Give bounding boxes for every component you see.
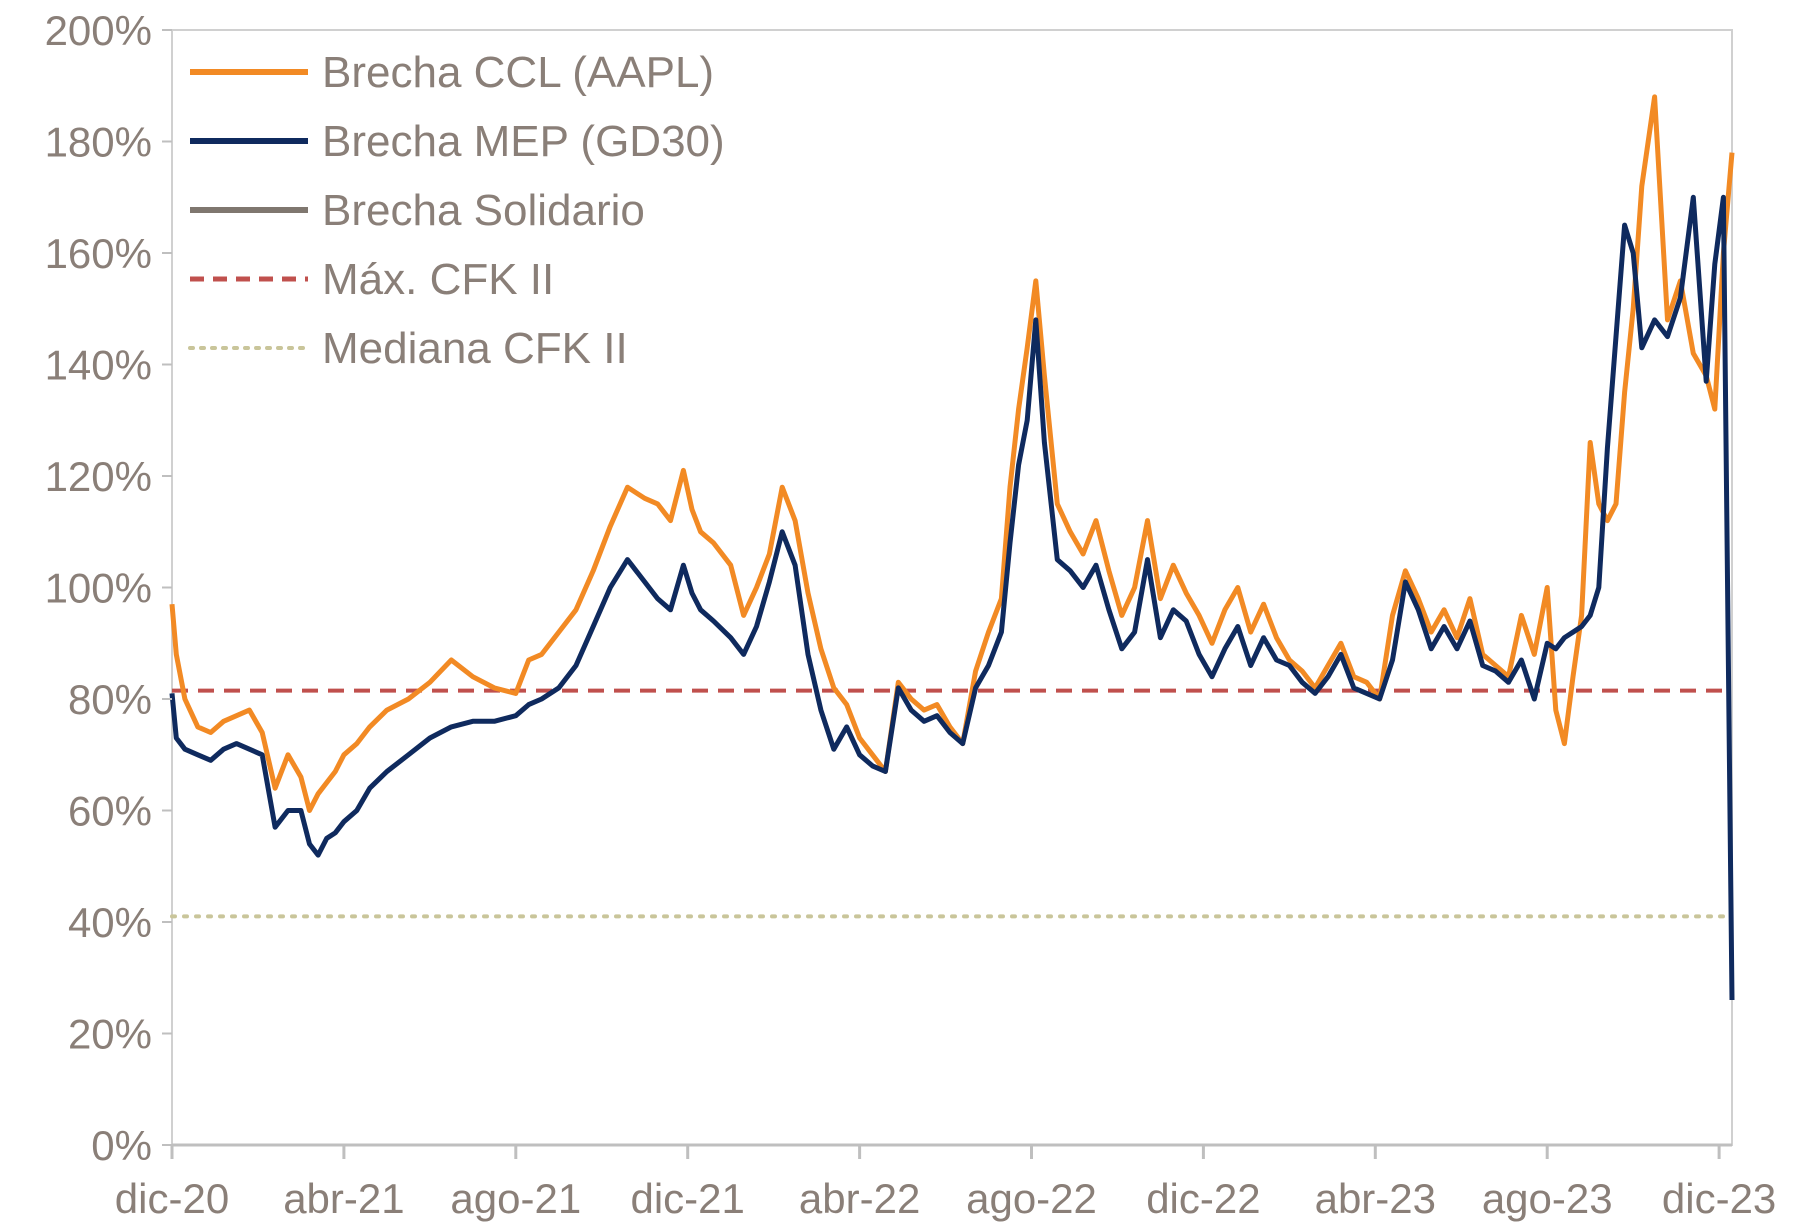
y-tick-label: 160%: [45, 230, 152, 277]
x-tick-label: abr-21: [283, 1175, 404, 1222]
x-tick-label: ago-22: [966, 1175, 1097, 1222]
y-tick-label: 120%: [45, 453, 152, 500]
x-tick-label: abr-23: [1315, 1175, 1436, 1222]
y-tick-label: 140%: [45, 342, 152, 389]
x-axis-ticks: dic-20 abr-21 ago-21 dic-21 abr-22 ago-22 dic-…: [115, 1145, 1776, 1222]
x-tick-label: ago-23: [1482, 1175, 1613, 1222]
y-tick-label: 0%: [91, 1122, 152, 1169]
series-line-1: [169, 194, 1735, 1001]
y-tick-label: 60%: [68, 788, 152, 835]
y-tick-label: 40%: [68, 899, 152, 946]
x-tick-label: dic-23: [1662, 1175, 1776, 1222]
y-tick-label: 20%: [68, 1011, 152, 1058]
x-tick-label: dic-21: [630, 1175, 744, 1222]
legend-label: Mediana CFK II: [322, 324, 628, 373]
series-layer: [169, 94, 1735, 1001]
legend: Brecha CCL (AAPL) Brecha MEP (GD30) Brecha…: [188, 48, 725, 373]
legend-label: Máx. CFK II: [322, 255, 554, 304]
legend-label: Brecha MEP (GD30): [322, 117, 725, 166]
legend-label: Brecha CCL (AAPL): [322, 48, 714, 97]
series-line-0: [169, 94, 1735, 813]
x-tick-label: ago-21: [450, 1175, 581, 1222]
y-tick-label: 180%: [45, 119, 152, 166]
y-axis-ticks: 0% 20% 40% 60% 80% 100% 120% 140% 160% 180% 200%: [45, 7, 172, 1169]
x-tick-label: dic-22: [1146, 1175, 1260, 1222]
y-tick-label: 80%: [68, 676, 152, 723]
x-tick-label: dic-20: [115, 1175, 229, 1222]
y-tick-label: 100%: [45, 565, 152, 612]
y-tick-label: 200%: [45, 7, 152, 54]
x-tick-label: abr-22: [799, 1175, 920, 1222]
legend-label: Brecha Solidario: [322, 186, 645, 235]
